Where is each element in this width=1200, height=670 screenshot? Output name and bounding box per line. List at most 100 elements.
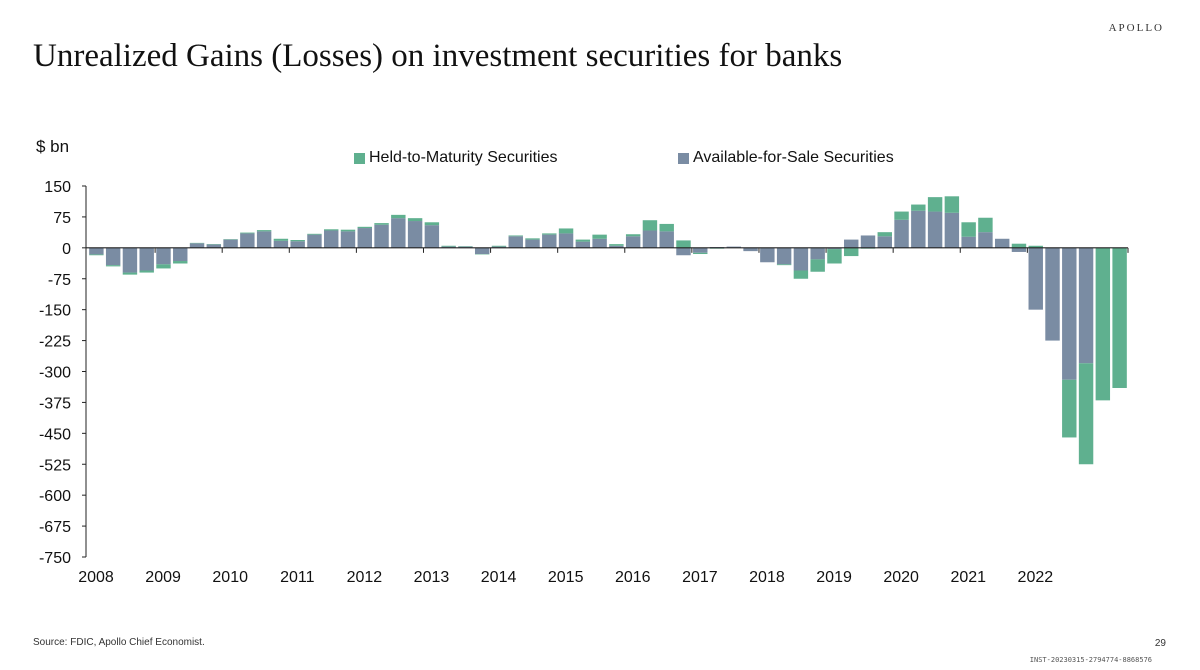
bar-afs: [1078, 247, 1094, 364]
bar-afs: [693, 247, 708, 253]
bar-htm: [441, 245, 456, 247]
bar-htm: [592, 234, 607, 239]
y-tick-label: -600: [39, 488, 71, 505]
bar-htm: [256, 230, 272, 232]
legend-swatch-afs: [678, 152, 689, 164]
bar-afs: [307, 234, 322, 248]
bar-afs: [458, 246, 473, 248]
bar-htm: [491, 245, 507, 247]
legend-label-htm: Held-to-Maturity Securities: [369, 149, 558, 166]
bar-htm: [659, 223, 674, 232]
bar-htm: [676, 240, 691, 248]
bar-htm: [374, 223, 389, 225]
bar-afs: [223, 239, 238, 248]
x-tick-label: 2016: [615, 569, 651, 586]
chart-title: Unrealized Gains (Losses) on investment …: [33, 38, 843, 74]
bar-afs: [407, 221, 423, 248]
bar-htm: [508, 235, 523, 237]
bar-afs: [659, 231, 674, 248]
bar-afs: [374, 224, 389, 248]
bar-htm: [1112, 247, 1127, 388]
x-tick-label: 2017: [682, 569, 718, 586]
x-tick-label: 2008: [78, 569, 114, 586]
y-tick-label: 150: [44, 179, 71, 196]
bar-afs: [256, 231, 272, 248]
page-number: 29: [1154, 638, 1166, 649]
x-tick-label: 2015: [548, 569, 584, 586]
bar-afs: [206, 244, 222, 248]
bar-afs: [357, 228, 372, 248]
y-tick-label: -450: [39, 426, 71, 443]
bar-htm: [961, 222, 976, 237]
x-tick-label: 2020: [883, 569, 919, 586]
bar-htm: [575, 239, 591, 242]
bar-htm: [844, 247, 859, 257]
y-tick-label: -675: [39, 519, 71, 536]
bar-htm: [894, 211, 909, 220]
bar-afs: [139, 247, 154, 271]
y-tick-label: -525: [39, 457, 71, 474]
bar-htm: [793, 270, 809, 279]
bar-afs: [508, 236, 523, 248]
y-tick-label: 75: [53, 210, 71, 227]
bar-htm: [391, 214, 406, 219]
bar-afs: [927, 211, 943, 248]
y-tick-label: -375: [39, 395, 71, 412]
bar-afs: [911, 210, 926, 248]
bar-htm: [89, 254, 104, 256]
bar-htm: [290, 240, 305, 242]
bar-afs: [592, 238, 607, 248]
bar-afs: [474, 247, 490, 255]
x-tick-label: 2019: [816, 569, 852, 586]
bar-afs: [424, 225, 440, 248]
bar-afs: [743, 247, 758, 252]
bar-afs: [776, 247, 792, 265]
bar-afs: [642, 230, 658, 248]
bar-afs: [609, 245, 624, 248]
bar-htm: [1078, 363, 1094, 465]
bar-afs: [391, 218, 406, 248]
x-tick-label: 2021: [950, 569, 986, 586]
bar-htm: [407, 218, 423, 222]
bar-htm: [1095, 247, 1111, 401]
bar-afs: [944, 212, 960, 248]
apollo-logo: APOLLO: [1108, 22, 1164, 34]
bar-htm: [978, 217, 993, 233]
bar-afs: [441, 246, 456, 248]
bar-afs: [625, 236, 641, 248]
bar-afs: [844, 239, 859, 248]
x-tick-label: 2010: [212, 569, 248, 586]
bar-htm: [1062, 379, 1077, 438]
bar-afs: [122, 247, 138, 273]
bar-htm: [625, 234, 641, 237]
bar-htm: [642, 220, 658, 231]
bar-afs: [156, 247, 171, 265]
bar-afs: [105, 247, 121, 266]
legend-label-afs: Available-for-Sale Securities: [693, 149, 894, 166]
bar-afs: [240, 233, 255, 248]
x-tick-label: 2014: [481, 569, 517, 586]
bar-afs: [1011, 247, 1027, 252]
bar-htm: [927, 197, 943, 212]
bar-afs: [726, 246, 742, 248]
bar-afs: [324, 230, 339, 248]
bar-afs: [491, 246, 507, 248]
bar-afs: [558, 233, 574, 248]
x-tick-label: 2022: [1018, 569, 1054, 586]
bar-htm: [424, 222, 440, 226]
y-tick-label: -750: [39, 550, 71, 567]
bar-afs: [810, 247, 825, 260]
document-id: INST-20230315-2794774-8868576: [1029, 656, 1152, 664]
y-tick-label: 0: [62, 241, 71, 258]
bar-afs: [860, 235, 876, 248]
bar-htm: [122, 272, 138, 275]
legend-item-afs: Available-for-Sale Securities: [678, 149, 894, 167]
bar-htm: [525, 238, 540, 240]
bar-afs: [273, 240, 289, 248]
bar-htm: [810, 259, 825, 272]
bar-htm: [609, 244, 624, 246]
bar-htm: [693, 252, 708, 255]
bar-htm: [105, 265, 121, 267]
bar-htm: [1011, 243, 1027, 248]
